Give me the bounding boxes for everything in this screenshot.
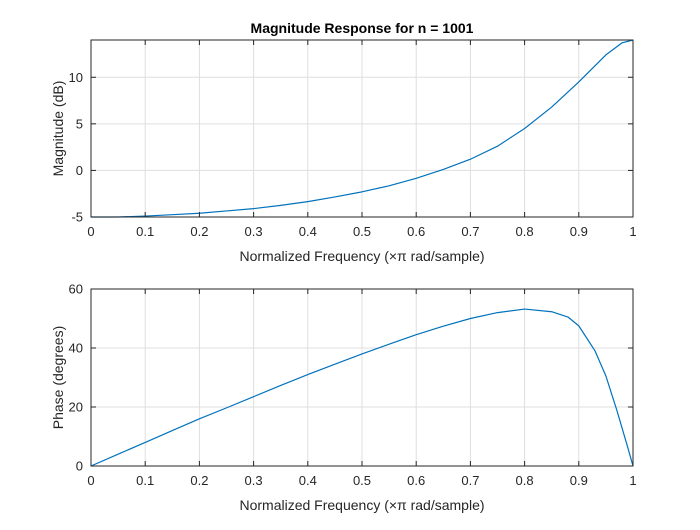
phase-x-tick-label: 1: [629, 473, 636, 488]
magnitude-y-axis-label: Magnitude (dB): [50, 81, 66, 177]
phase-y-tick-label: 40: [69, 341, 83, 356]
phase-y-tick-label: 0: [76, 459, 83, 474]
magnitude-y-tick-label: 0: [76, 163, 83, 178]
magnitude-x-tick-label: 0.9: [570, 224, 588, 239]
magnitude-plot: 0 0.1 0.2 0.3 0.4 0.5 0.6 0.7 0.8 0.9 1 -5 0 5 10 Norma…: [50, 20, 637, 264]
phase-x-tick-label: 0: [87, 473, 94, 488]
phase-x-tick-label: 0.5: [353, 473, 371, 488]
magnitude-y-tick-label: -5: [71, 210, 83, 225]
magnitude-y-tick-label: 5: [76, 116, 83, 131]
phase-plot: 0 0.1 0.2 0.3 0.4 0.5 0.6 0.7 0.8 0.9 1 0 20 40 60 Norm…: [50, 282, 637, 514]
phase-x-axis-label: Normalized Frequency (×π rad/sample): [239, 497, 484, 513]
magnitude-x-tick-label: 0.4: [299, 224, 317, 239]
phase-x-tick-label: 0.8: [516, 473, 534, 488]
phase-series-line: [90, 308, 634, 467]
phase-x-tick-label: 0.1: [136, 473, 154, 488]
magnitude-x-tick-label: 0.7: [461, 224, 479, 239]
magnitude-y-tick-label: 10: [69, 70, 83, 85]
phase-x-tick-label: 0.4: [299, 473, 317, 488]
phase-x-tick-label: 0.2: [190, 473, 208, 488]
magnitude-series-line: [91, 39, 634, 218]
phase-x-tick-label: 0.6: [407, 473, 425, 488]
magnitude-x-axis-label: Normalized Frequency (×π rad/sample): [239, 248, 484, 264]
magnitude-x-tick-label: 1: [629, 224, 636, 239]
magnitude-x-tick-label: 0.2: [190, 224, 208, 239]
magnitude-x-tick-label: 0.6: [407, 224, 425, 239]
magnitude-x-tick-label: 0.3: [245, 224, 263, 239]
magnitude-x-tick-label: 0.5: [353, 224, 371, 239]
magnitude-x-tick-label: 0: [87, 224, 94, 239]
magnitude-x-tick-label: 0.8: [516, 224, 534, 239]
phase-y-tick-label: 60: [69, 282, 83, 297]
phase-x-tick-label: 0.3: [245, 473, 263, 488]
magnitude-title: Magnitude Response for n = 1001: [251, 20, 474, 36]
phase-y-axis-label: Phase (degrees): [50, 326, 66, 430]
phase-x-tick-label: 0.9: [570, 473, 588, 488]
magnitude-x-tick-label: 0.1: [136, 224, 154, 239]
phase-x-tick-label: 0.7: [461, 473, 479, 488]
phase-y-tick-label: 20: [69, 400, 83, 415]
